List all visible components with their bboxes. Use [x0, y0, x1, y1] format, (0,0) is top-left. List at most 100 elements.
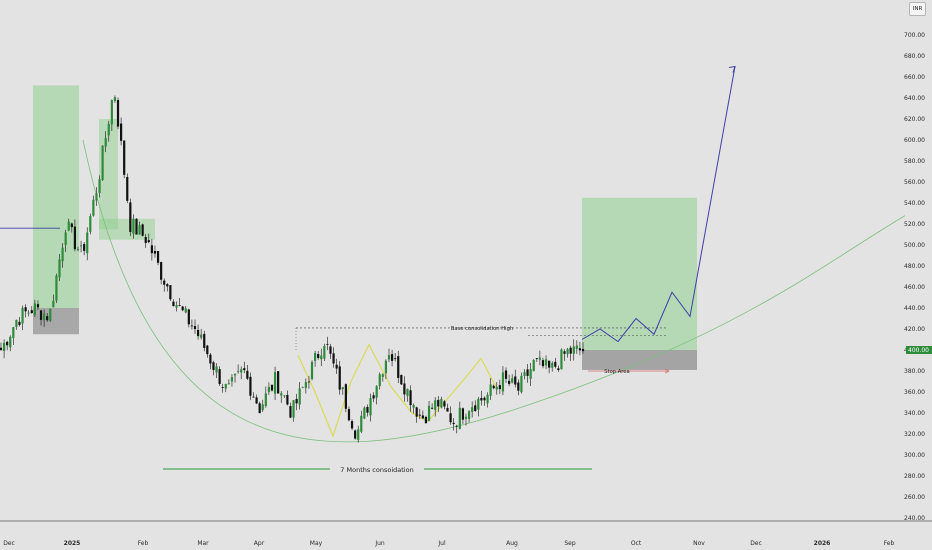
candle-body: [409, 390, 412, 406]
candle-body: [135, 218, 138, 235]
candle-body: [554, 361, 557, 367]
candle: [455, 424, 458, 434]
candle-body: [280, 393, 283, 396]
candle-body: [329, 346, 332, 354]
candle-body: [264, 393, 267, 406]
price-tick-label: 240.00: [904, 515, 925, 522]
time-tick-label: Jul: [437, 540, 446, 547]
candle-body: [209, 354, 212, 364]
candle: [113, 95, 117, 103]
stop-zone: [582, 350, 697, 370]
candle-body: [187, 309, 190, 325]
candle: [233, 373, 237, 383]
time-tick-label: Dec: [750, 540, 762, 547]
candle-body: [341, 387, 344, 390]
candle-body: [354, 430, 357, 439]
cup-curve: [82, 139, 906, 443]
candle: [477, 396, 480, 417]
price-tick-label: 260.00: [904, 494, 925, 501]
candle: [132, 214, 135, 239]
candle-body: [200, 334, 203, 338]
candle-body: [578, 348, 582, 351]
candle: [366, 404, 369, 417]
candle: [73, 219, 77, 252]
candle: [153, 245, 157, 258]
candle-body: [206, 345, 209, 355]
candles: [0, 95, 585, 443]
candle: [104, 131, 107, 153]
candle-body: [504, 370, 508, 379]
candle-body: [390, 354, 394, 361]
price-axis[interactable]: 700.00 680.00 660.00 640.00 620.00 600.00 580.…: [904, 0, 932, 550]
candle: [98, 175, 101, 198]
candle-body: [43, 313, 46, 321]
candle-body: [363, 407, 366, 419]
candle-body: [283, 395, 286, 397]
candle-body: [440, 398, 443, 408]
candle: [52, 294, 55, 308]
candle-body: [544, 359, 548, 366]
candle: [64, 229, 67, 252]
candle: [221, 383, 224, 393]
candle-body: [119, 123, 123, 141]
candle: [575, 340, 578, 354]
candle: [249, 372, 252, 401]
candle: [255, 394, 258, 405]
time-tick-label: 2026: [814, 540, 831, 547]
candle-body: [347, 409, 351, 421]
candle-body: [323, 346, 326, 359]
candle: [464, 413, 468, 426]
candle: [489, 378, 492, 400]
candle-body: [2, 342, 6, 352]
candle: [486, 392, 489, 408]
candle-body: [212, 362, 215, 370]
plot-area: [0, 0, 905, 521]
candle: [193, 319, 197, 335]
candle: [267, 382, 271, 395]
time-axis[interactable]: Dec 2025 Feb Mar Apr May Jun Jul Aug Sep Oct Nov Dec…: [0, 520, 932, 547]
candle: [27, 310, 30, 317]
candle-body: [467, 411, 471, 419]
candle-body: [116, 100, 120, 127]
candle: [12, 326, 15, 346]
candle: [578, 341, 582, 356]
candle-body: [175, 305, 178, 308]
candle: [387, 348, 391, 362]
price-tick-label: 640.00: [904, 95, 925, 102]
candle: [169, 285, 172, 302]
time-tick-label: May: [310, 540, 323, 547]
time-tick-label: 2025: [64, 540, 81, 547]
candle: [372, 392, 375, 403]
currency-label[interactable]: INR: [909, 2, 926, 16]
candle: [384, 359, 388, 380]
candle: [163, 278, 166, 292]
candle: [431, 403, 434, 410]
candle: [418, 408, 421, 420]
candle-body: [455, 425, 458, 427]
candle: [406, 388, 409, 402]
candle-body: [458, 407, 461, 429]
candle: [541, 357, 545, 369]
candle-body: [83, 244, 86, 251]
candle: [492, 384, 495, 390]
candle-body: [227, 383, 230, 385]
candle: [55, 273, 58, 304]
candle: [400, 374, 403, 386]
candle: [504, 367, 508, 384]
candle: [511, 374, 514, 384]
candle-body: [58, 259, 61, 278]
candle-body: [326, 343, 329, 345]
time-tick-label: Apr: [254, 540, 265, 547]
candle: [86, 227, 89, 261]
candle-body: [138, 225, 141, 235]
candle-body: [486, 394, 489, 404]
candle-body: [153, 250, 157, 254]
candle-body: [292, 400, 295, 418]
candle-body: [483, 397, 486, 401]
time-tick-label: Aug: [506, 540, 518, 547]
candle: [397, 350, 400, 384]
candle-body: [144, 236, 147, 243]
candle-body: [24, 307, 27, 312]
candle-body: [289, 406, 292, 418]
